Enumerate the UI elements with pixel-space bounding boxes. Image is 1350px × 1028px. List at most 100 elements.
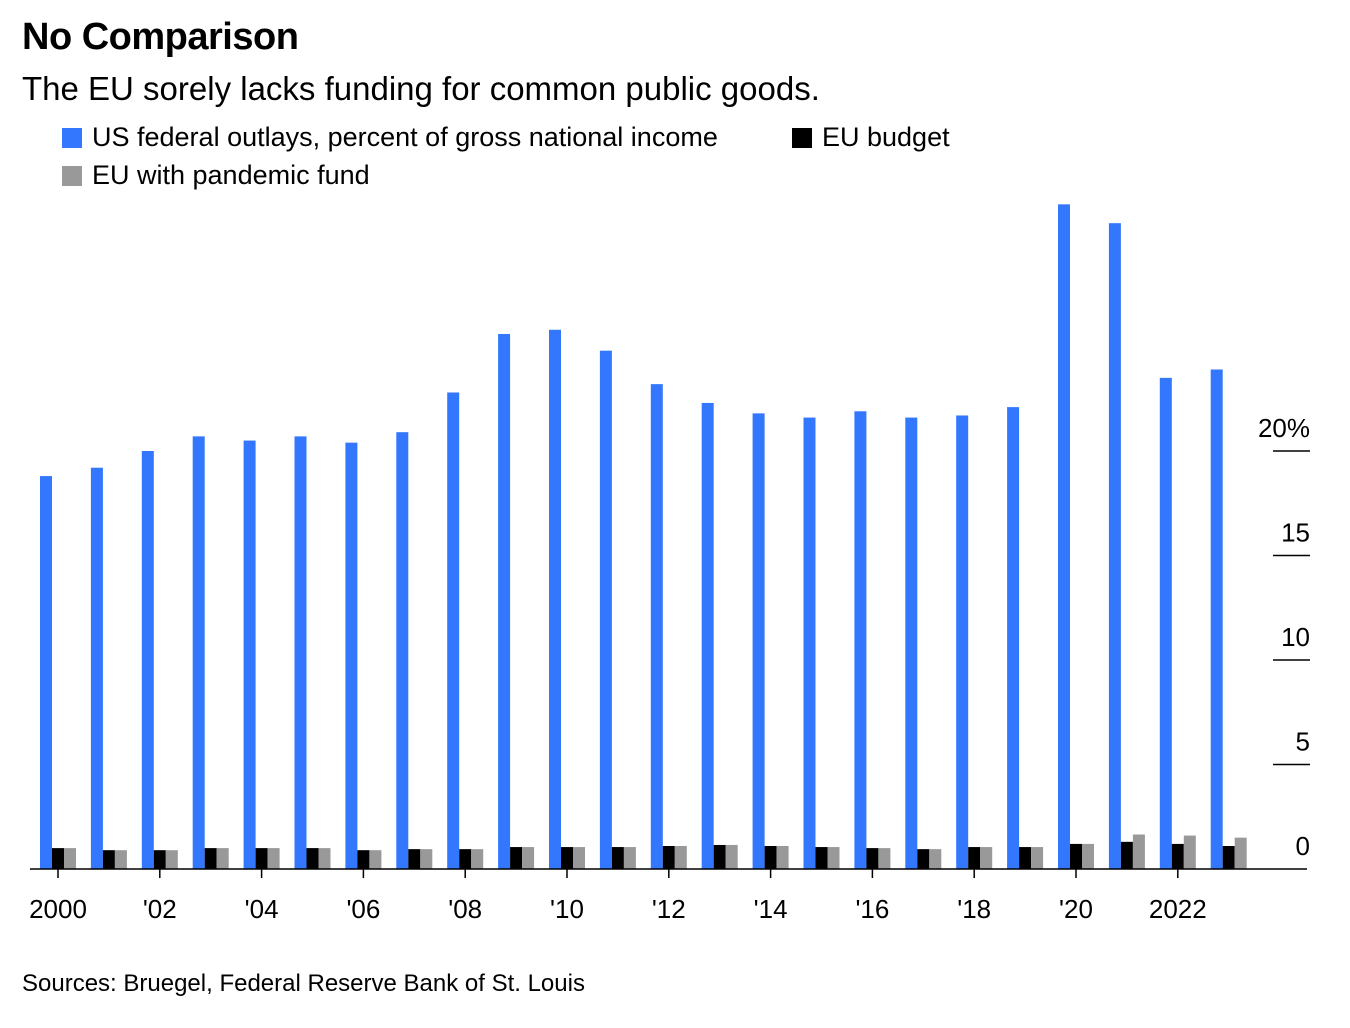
bar-eu-budget-2002: [153, 850, 166, 869]
bar-eu-budget-2012: [662, 846, 675, 869]
bar-eu-pandemic-2015: [827, 847, 840, 869]
x-tick-label-2020: '20: [1059, 894, 1093, 924]
chart-subtitle: The EU sorely lacks funding for common p…: [22, 70, 820, 107]
bar-eu-pandemic-2000: [64, 848, 76, 869]
bar-eu-pandemic-2009: [522, 847, 535, 869]
bar-us-outlays-2017: [905, 417, 918, 869]
bar-us-outlays-2014: [752, 413, 765, 869]
bar-us-outlays-2018: [956, 415, 969, 869]
bar-eu-pandemic-2014: [776, 846, 789, 869]
bar-eu-budget-2018: [968, 847, 981, 869]
bar-us-outlays-2006: [345, 442, 358, 869]
bar-eu-budget-2017: [917, 849, 930, 869]
x-tick-label-2016: '16: [855, 894, 889, 924]
x-tick-label-2000: 2000: [29, 894, 87, 924]
bar-us-outlays-2012: [650, 384, 663, 869]
bar-eu-budget-2000: [52, 848, 64, 869]
bar-us-outlays-2022: [1159, 377, 1172, 869]
chart-title: No Comparison: [22, 16, 299, 58]
bar-us-outlays-2013: [701, 402, 714, 869]
bar-us-outlays-2008: [447, 392, 460, 869]
bar-us-outlays-2019: [1007, 407, 1020, 869]
bar-us-outlays-2016: [854, 411, 867, 869]
bar-us-outlays-2001: [90, 467, 103, 869]
x-tick-label-2010: '10: [550, 894, 584, 924]
x-tick-label-2014: '14: [754, 894, 788, 924]
y-tick-label-10: 10: [1281, 622, 1310, 652]
bar-eu-pandemic-2008: [471, 849, 484, 869]
bar-eu-budget-2014: [764, 846, 777, 869]
legend-swatch-us-outlays: [62, 128, 82, 148]
legend-label-eu-pandemic: EU with pandemic fund: [92, 160, 370, 190]
bar-eu-pandemic-2013: [725, 844, 738, 869]
bar-eu-budget-2004: [255, 848, 268, 869]
bar-eu-pandemic-2005: [318, 848, 331, 869]
x-tick-label-2012: '12: [652, 894, 686, 924]
bar-us-outlays-2009: [498, 333, 511, 870]
bar-eu-pandemic-2007: [420, 849, 433, 869]
bar-eu-budget-2010: [561, 847, 573, 869]
bar-eu-pandemic-2001: [114, 850, 127, 869]
bar-eu-pandemic-2006: [369, 850, 382, 869]
bar-us-outlays-2002: [141, 451, 154, 869]
bar-us-outlays-2010: [549, 329, 561, 869]
bar-eu-pandemic-2011: [623, 847, 636, 869]
legend-label-us-outlays: US federal outlays, percent of gross nat…: [92, 122, 718, 152]
bar-eu-budget-2008: [459, 849, 472, 869]
bar-eu-pandemic-2019: [1031, 847, 1044, 869]
y-tick-label-20: 20%: [1258, 413, 1310, 443]
bar-eu-pandemic-2016: [878, 848, 891, 869]
bar-us-outlays-2000: [40, 476, 52, 869]
bar-eu-pandemic-2021: [1132, 834, 1145, 869]
bar-eu-budget-2009: [510, 847, 523, 869]
x-tick-label-2008: '08: [448, 894, 482, 924]
bar-eu-budget-2005: [306, 848, 319, 869]
legend-item-eu-budget: EU budget: [792, 122, 950, 153]
bar-eu-pandemic-2023: [1234, 837, 1247, 869]
bar-eu-pandemic-2002: [165, 850, 178, 869]
bar-us-outlays-2023: [1210, 369, 1223, 869]
legend-item-eu-pandemic: EU with pandemic fund: [62, 160, 370, 191]
bar-us-outlays-2004: [243, 440, 256, 869]
legend-item-us-outlays: US federal outlays, percent of gross nat…: [62, 122, 718, 153]
bar-us-outlays-2015: [803, 417, 816, 869]
bar-eu-budget-2021: [1120, 841, 1133, 869]
y-tick-label-15: 15: [1281, 518, 1310, 548]
x-tick-label-2022: 2022: [1149, 894, 1207, 924]
y-tick-label-5: 5: [1296, 727, 1310, 757]
y-tick-label-0: 0: [1296, 831, 1310, 861]
bar-us-outlays-2011: [599, 350, 612, 869]
x-tick-label-2018: '18: [957, 894, 991, 924]
bar-us-outlays-2003: [192, 436, 205, 869]
bar-us-outlays-2005: [294, 436, 307, 869]
legend-swatch-eu-budget: [792, 128, 812, 148]
bar-eu-budget-2001: [102, 850, 115, 869]
bar-eu-budget-2019: [1019, 847, 1032, 869]
source-note: Sources: Bruegel, Federal Reserve Bank o…: [22, 970, 585, 997]
bar-eu-pandemic-2018: [980, 847, 993, 869]
bar-eu-pandemic-2017: [929, 849, 942, 869]
bar-eu-pandemic-2020: [1082, 843, 1094, 869]
bar-us-outlays-2007: [396, 432, 409, 869]
bar-eu-budget-2006: [357, 850, 370, 869]
legend-label-eu-budget: EU budget: [822, 122, 950, 152]
x-tick-label-2002: '02: [143, 894, 177, 924]
x-tick-label-2006: '06: [346, 894, 380, 924]
bar-us-outlays-2020: [1058, 204, 1070, 869]
bar-eu-budget-2022: [1171, 843, 1184, 869]
bar-eu-budget-2020: [1070, 843, 1082, 869]
bar-eu-budget-2013: [713, 844, 726, 869]
bar-eu-pandemic-2022: [1183, 835, 1196, 869]
bar-eu-pandemic-2012: [674, 846, 687, 869]
x-tick-label-2004: '04: [245, 894, 279, 924]
bar-eu-budget-2015: [815, 847, 828, 869]
bar-eu-budget-2007: [408, 849, 421, 869]
bar-eu-budget-2023: [1222, 846, 1235, 869]
bar-eu-budget-2003: [204, 848, 217, 869]
bar-eu-budget-2011: [611, 847, 624, 869]
bar-us-outlays-2021: [1108, 223, 1121, 869]
bar-eu-budget-2016: [866, 848, 879, 869]
legend-swatch-eu-pandemic: [62, 166, 82, 186]
bar-eu-pandemic-2003: [216, 848, 229, 869]
